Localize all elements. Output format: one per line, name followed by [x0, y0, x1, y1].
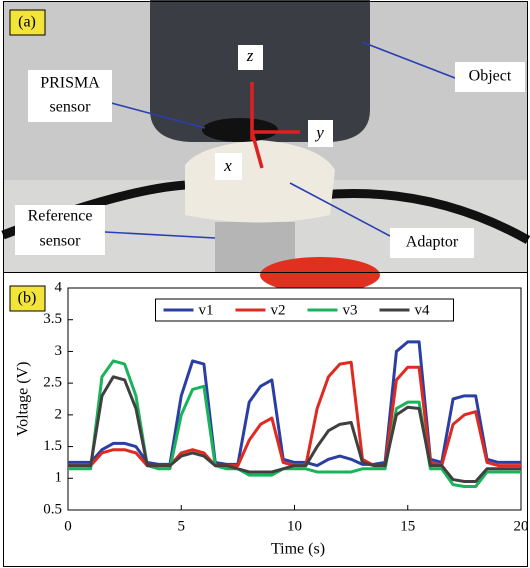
legend-label: v1 [199, 302, 214, 318]
label-box [390, 228, 474, 258]
label-box [455, 62, 525, 92]
axis-arrows [250, 82, 300, 169]
label-box [308, 120, 333, 147]
arrow [104, 231, 216, 239]
annotation: Adaptor [406, 234, 459, 251]
x-tick-label: 5 [178, 518, 186, 534]
object-shape [150, 0, 370, 142]
prisma-sensor-shape [202, 118, 278, 142]
y-tick-label: 1.5 [43, 438, 62, 454]
panel-border [3, 1, 528, 273]
label-box [9, 9, 46, 36]
data-line [68, 375, 521, 483]
axis-name: z [246, 46, 254, 65]
label-box [15, 205, 105, 255]
label-box [215, 153, 242, 180]
axis-name: y [314, 123, 324, 142]
annotation: Reference [28, 208, 93, 225]
axis-name: x [223, 156, 232, 175]
y-tick-label: 2.5 [43, 375, 62, 391]
y-axis-title: Voltage (V) [15, 362, 32, 437]
annotation-arrows [99, 41, 456, 239]
y-tick-label: 2 [55, 406, 63, 422]
y-tick-label: 4 [55, 279, 63, 295]
x-tick-label: 10 [287, 518, 302, 534]
legend-box [155, 298, 454, 322]
red-object [260, 257, 380, 293]
legend-label: v2 [271, 302, 286, 318]
panel-label: (a) [18, 14, 36, 31]
x-tick-label: 0 [64, 518, 72, 534]
legend-label: v3 [343, 302, 358, 318]
y-tick-label: 0.5 [43, 501, 62, 517]
y-tick-label: 1 [55, 470, 63, 486]
arrow [289, 182, 391, 237]
x-tick-label: 20 [514, 518, 529, 534]
arrow [250, 131, 264, 169]
x-axis-title: Time (s) [271, 541, 325, 558]
label-box [238, 45, 263, 70]
annotation: sensor [50, 99, 92, 116]
label-box [9, 285, 46, 312]
photo-panel: (a) Object PRISMA sensor z y x Reference… [1, 0, 530, 293]
y-tick-label: 3.5 [43, 311, 62, 327]
data-line [68, 340, 521, 468]
annotation: Object [469, 68, 512, 85]
label-box [28, 70, 112, 122]
adaptor-shape [185, 140, 335, 223]
arrow [99, 99, 206, 129]
x-tick-label: 15 [400, 518, 415, 534]
legend-label: v4 [415, 302, 431, 318]
y-tick-label: 3 [55, 343, 63, 359]
annotation: PRISMA [40, 75, 100, 92]
arrow [361, 41, 456, 79]
panel-label: (b) [18, 290, 37, 307]
annotation: sensor [40, 233, 82, 250]
